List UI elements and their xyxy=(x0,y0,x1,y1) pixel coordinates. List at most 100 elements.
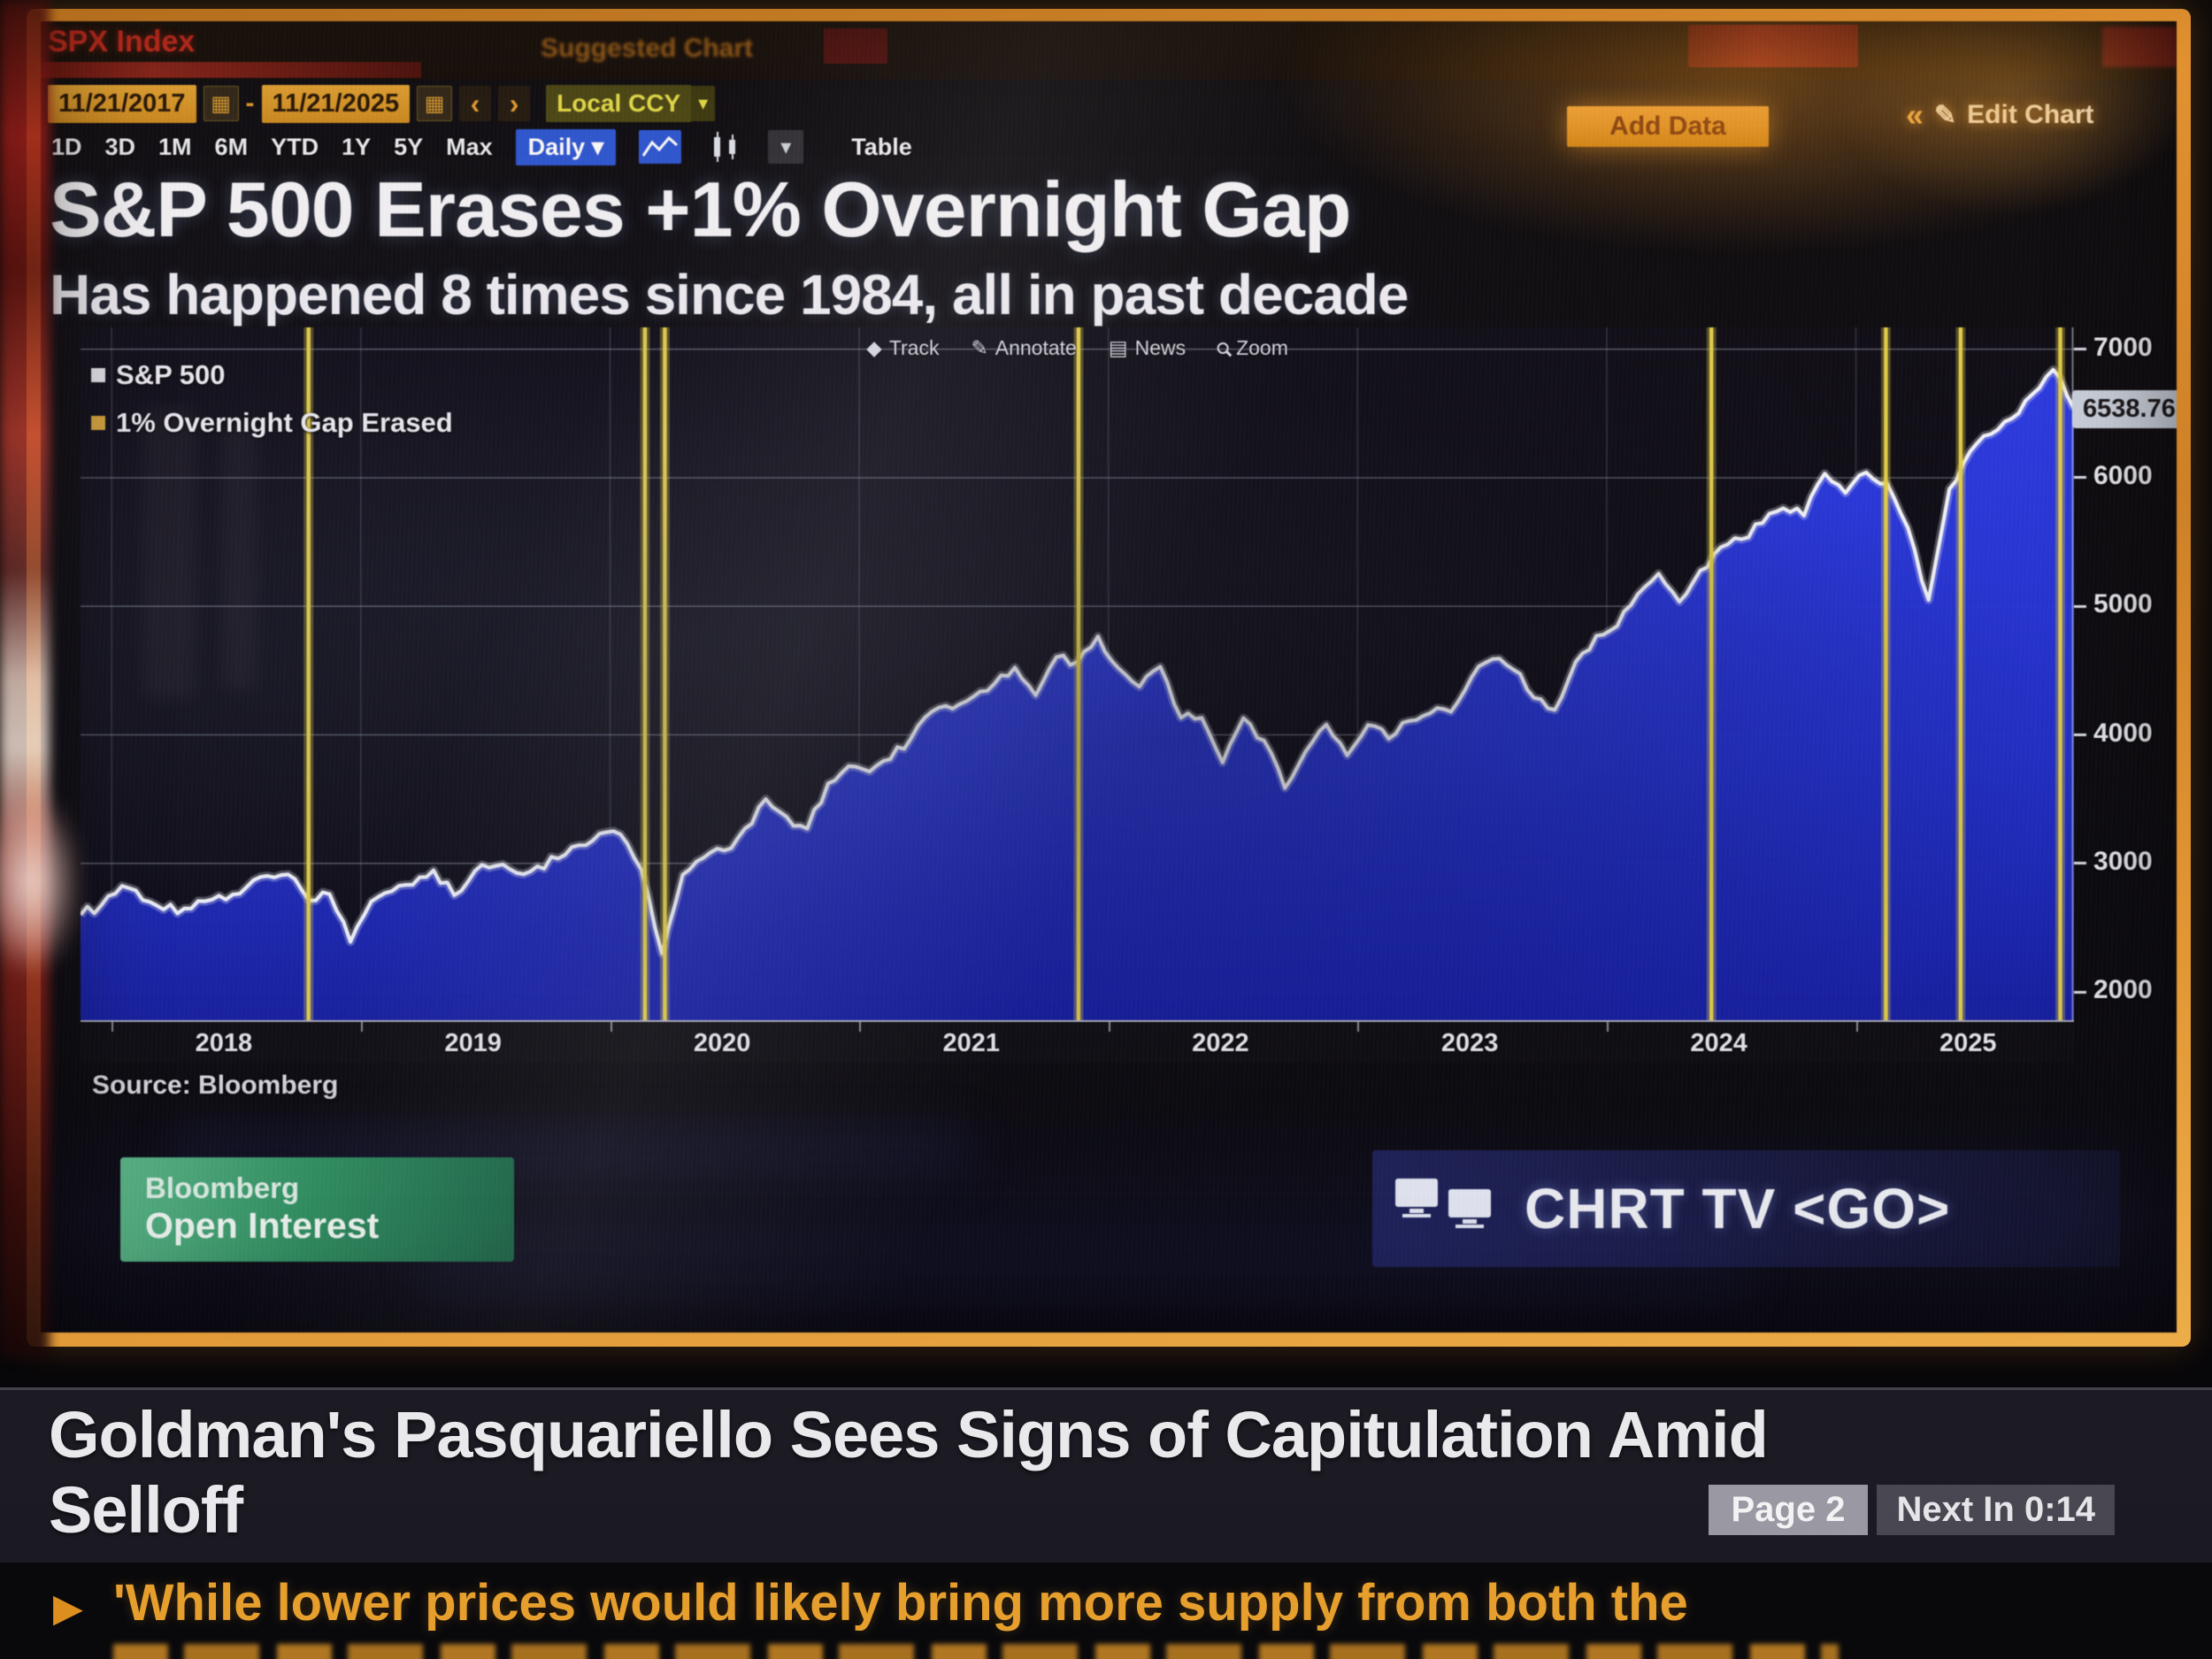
top-red-box xyxy=(824,28,887,64)
banner-badges: Page 2 Next In 0:14 xyxy=(1708,1485,2115,1535)
x-axis-tick xyxy=(1607,1022,1609,1032)
y-axis-tick xyxy=(2074,862,2086,865)
period-tab-1y[interactable]: 1Y xyxy=(342,133,372,160)
calendar-icon[interactable]: ▦ xyxy=(417,86,453,121)
ticker-line2-cropped xyxy=(113,1644,1839,1659)
line-chart-icon[interactable] xyxy=(639,130,682,164)
chart-title: S&P 500 Erases +1% Overnight Gap xyxy=(50,165,1351,253)
chart-tool-label: News xyxy=(1134,336,1187,359)
y-axis-tick xyxy=(2074,604,2086,608)
x-axis-tick xyxy=(1357,1022,1360,1032)
edit-chart-label: Edit Chart xyxy=(1967,100,2094,129)
date-separator: - xyxy=(245,88,255,118)
security-bar xyxy=(41,62,421,78)
photo-reflection-blob xyxy=(0,796,76,969)
period-tab-5y[interactable]: 5Y xyxy=(394,133,424,160)
legend-item: S&P 500 xyxy=(91,359,453,391)
period-tab-1d[interactable]: 1D xyxy=(51,133,82,160)
photo-edge-reflection xyxy=(0,0,50,1358)
legend-label: 1% Overnight Gap Erased xyxy=(116,407,453,438)
date-toolbar-row: 11/21/2017 ▦ - 11/21/2025 ▦ ‹ › Local CC… xyxy=(48,83,716,124)
chart-tool-news[interactable]: ▤ News xyxy=(1109,336,1186,360)
window-reflection xyxy=(222,425,257,690)
lower-screen-area: Bloomberg Open Interest CHRT TV <GO> xyxy=(41,1118,2177,1333)
chart-tool-label: Annotate xyxy=(995,336,1077,359)
x-axis-tick xyxy=(360,1022,363,1032)
currency-select[interactable]: Local CCY ▾ xyxy=(546,85,716,122)
headline-line2: Selloff xyxy=(49,1473,243,1547)
chart-tool-zoom[interactable]: Zoom xyxy=(1217,336,1288,360)
window-reflection xyxy=(142,407,196,699)
chart-tool-label: Zoom xyxy=(1236,336,1288,359)
calendar-icon[interactable]: ▦ xyxy=(203,86,239,121)
period-tab-ytd[interactable]: YTD xyxy=(271,133,319,160)
x-axis-tick xyxy=(859,1022,862,1032)
next-arrow-button[interactable]: › xyxy=(498,86,531,121)
pencil-icon: ✎ xyxy=(1934,100,1957,130)
chart-type-dropdown[interactable]: ▾ xyxy=(768,130,804,164)
collapse-chevrons-icon[interactable]: « xyxy=(1906,96,1924,133)
period-tab-6m[interactable]: 6M xyxy=(214,133,249,160)
chart-tools-bar: ◆ Track ✎ Annotate ▤ News Zoom xyxy=(866,336,1288,360)
chart-tool-annotate[interactable]: ✎ Annotate xyxy=(971,336,1076,360)
legend-item: 1% Overnight Gap Erased xyxy=(91,407,453,439)
date-from-input[interactable]: 11/21/2017 xyxy=(48,84,196,123)
period-tab-max[interactable]: Max xyxy=(446,133,493,160)
tv-screens-icon xyxy=(1395,1179,1491,1228)
y-axis-label: 7000 xyxy=(2093,332,2153,362)
y-axis-tick xyxy=(2074,348,2086,351)
chart-tool-label: Track xyxy=(888,336,940,359)
price-chart-svg xyxy=(81,327,2074,1020)
period-tab-1m[interactable]: 1M xyxy=(158,133,192,160)
gap-event-lines xyxy=(303,327,2065,1020)
frequency-label: Daily xyxy=(527,133,586,160)
date-to-input[interactable]: 11/21/2025 xyxy=(261,84,411,123)
candlestick-icon[interactable] xyxy=(704,130,745,164)
add-data-field[interactable]: Add Data xyxy=(1567,106,1769,147)
play-triangle-icon: ▶ xyxy=(53,1586,83,1630)
legend-label: S&P 500 xyxy=(116,359,226,390)
security-ticker: SPX Index xyxy=(48,25,196,58)
y-axis-tick xyxy=(2074,733,2086,736)
x-axis-tick xyxy=(1855,1022,1858,1032)
chart-subtitle: Has happened 8 times since 1984, all in … xyxy=(50,263,1409,326)
screen-bezel: SPX Index Suggested Chart 11/21/2017 ▦ -… xyxy=(27,9,2191,1347)
chrt-tv-label: CHRT TV <GO> xyxy=(1525,1177,1951,1240)
headline-row2: Selloff Page 2 Next In 0:14 xyxy=(0,1472,2212,1548)
bloomberg-open-interest-badge: Bloomberg Open Interest xyxy=(120,1157,514,1262)
page-badge: Page 2 xyxy=(1708,1485,1869,1535)
table-button[interactable]: Table xyxy=(851,133,912,160)
y-axis-tick xyxy=(2074,990,2086,994)
frequency-select[interactable]: Daily ▾ xyxy=(515,128,617,165)
x-axis-label: 2020 xyxy=(693,1029,751,1057)
y-axis-tick xyxy=(2074,476,2086,480)
y-axis-label: 6000 xyxy=(2093,460,2153,490)
legend-marker-icon xyxy=(91,368,105,382)
chrt-tv-banner: CHRT TV <GO> xyxy=(1372,1150,2120,1267)
chevron-down-icon: ▾ xyxy=(691,86,716,121)
ticker-area: ▶ 'While lower prices would likely bring… xyxy=(0,1563,2212,1659)
suggested-chart-label[interactable]: Suggested Chart xyxy=(541,34,754,63)
top-red-box xyxy=(1688,25,1858,67)
headline-line1: Goldman's Pasquariello Sees Signs of Cap… xyxy=(49,1398,1769,1471)
top-cropped-row: SPX Index Suggested Chart xyxy=(41,21,2177,80)
x-axis-label: 2023 xyxy=(1440,1029,1499,1057)
next-in-badge: Next In 0:14 xyxy=(1877,1485,2115,1535)
y-axis: 2000 3000 4000 5000 6000 7000 xyxy=(2074,327,2177,1020)
currency-label: Local CCY xyxy=(546,85,692,122)
y-axis-label: 4000 xyxy=(2093,718,2153,748)
x-axis-label: 2022 xyxy=(1192,1029,1249,1057)
source-label: Source: Bloomberg xyxy=(92,1071,339,1100)
chart-tool-track[interactable]: ◆ Track xyxy=(866,336,939,360)
chart-plot-area[interactable]: S&P 500 1% Overnight Gap Erased ◆ Track ✎ An… xyxy=(81,327,2074,1020)
badge-show-name: Open Interest xyxy=(145,1204,380,1246)
top-red-box xyxy=(2102,27,2177,67)
period-tab-row: 1D 3D 1M 6M YTD 1Y 5Y Max Daily ▾ ▾ Table xyxy=(51,128,912,165)
legend-marker-icon xyxy=(91,416,105,430)
edit-chart-button[interactable]: « ✎ Edit Chart xyxy=(1906,96,2094,134)
x-axis-label: 2019 xyxy=(444,1029,502,1057)
period-tab-3d[interactable]: 3D xyxy=(104,133,136,160)
prev-arrow-button[interactable]: ‹ xyxy=(459,86,492,121)
y-axis-label: 2000 xyxy=(2093,975,2153,1005)
